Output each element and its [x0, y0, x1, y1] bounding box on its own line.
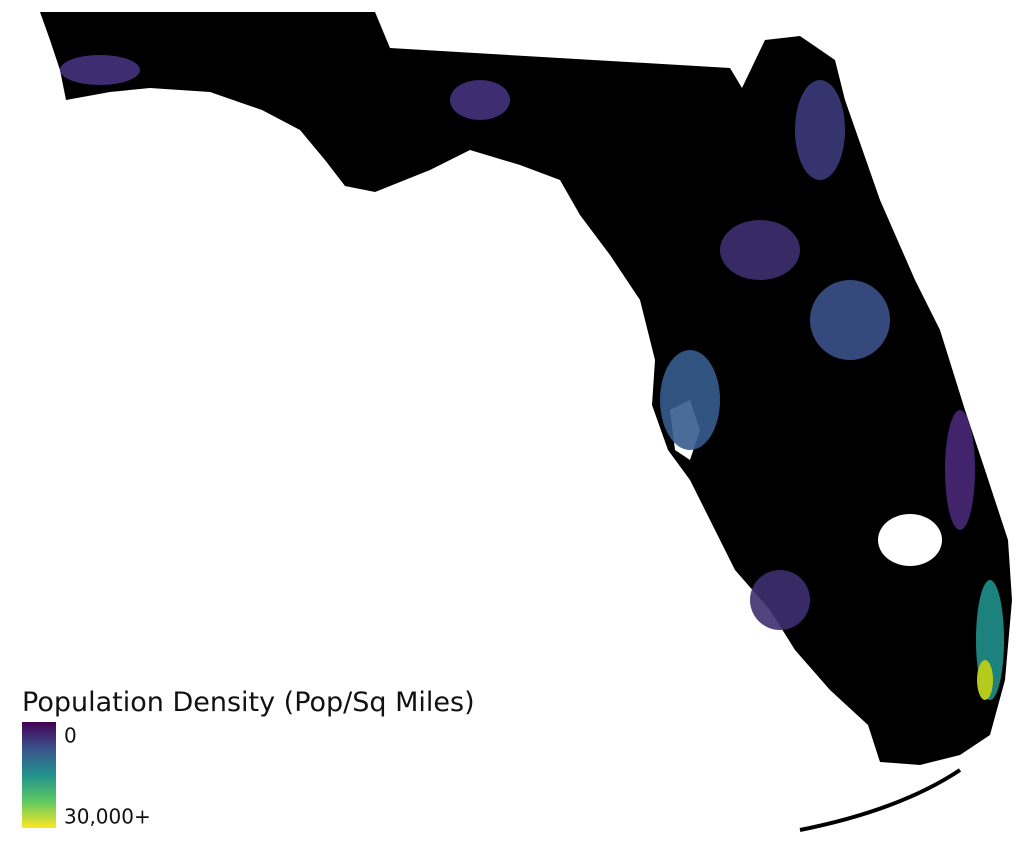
state-shape — [40, 12, 1012, 765]
florida-map — [40, 12, 1012, 832]
density-patch — [450, 80, 510, 120]
lake-okeechobee — [878, 514, 942, 566]
density-patch — [795, 80, 845, 180]
legend: Population Density (Pop/Sq Miles) 0 30,0… — [22, 687, 475, 829]
density-patch — [977, 660, 993, 700]
density-patches — [60, 55, 1004, 700]
legend-min-label: 0 — [64, 724, 77, 748]
density-patch — [60, 55, 140, 85]
density-patch — [810, 280, 890, 360]
keys — [799, 768, 962, 832]
density-patch — [660, 350, 720, 450]
density-patch — [720, 220, 800, 280]
density-patch — [750, 570, 810, 630]
legend-title: Population Density (Pop/Sq Miles) — [22, 687, 475, 718]
legend-max-label: 30,000+ — [64, 805, 151, 829]
legend-colorbar — [22, 722, 56, 828]
density-patch — [945, 410, 975, 530]
